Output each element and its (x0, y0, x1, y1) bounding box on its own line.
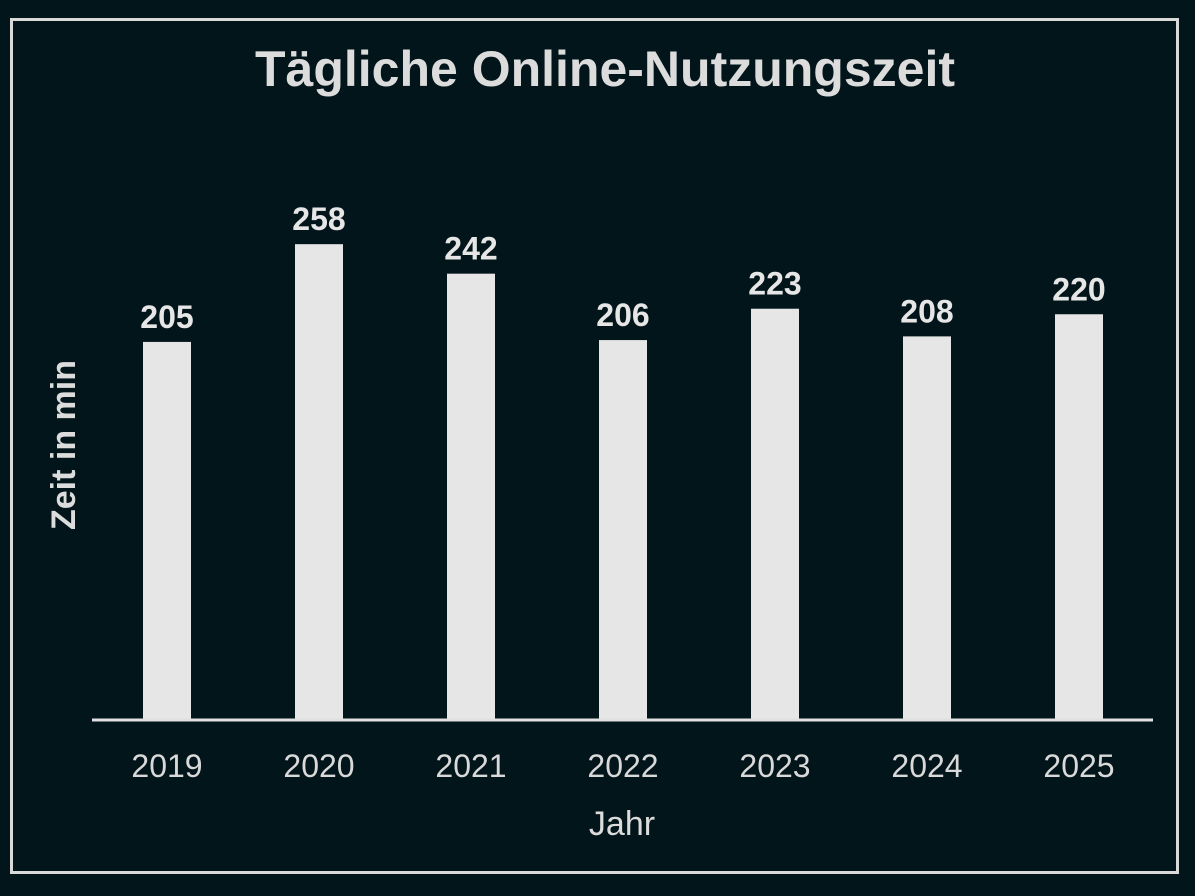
bar-2019 (143, 341, 191, 720)
bar-2020 (295, 244, 343, 720)
bar-2021 (447, 273, 495, 720)
value-label-2019: 205 (140, 299, 193, 335)
x-tick-label-2021: 2021 (435, 748, 506, 784)
value-label-2021: 242 (444, 231, 497, 267)
value-label-2025: 220 (1052, 271, 1105, 307)
x-tick-label-2025: 2025 (1043, 748, 1114, 784)
value-label-2022: 206 (596, 297, 649, 333)
y-axis-label: Zeit in min (45, 360, 83, 530)
bar-2025 (1055, 314, 1103, 720)
x-tick-label-2020: 2020 (283, 748, 354, 784)
bars-group (143, 244, 1103, 720)
bar-2022 (599, 340, 647, 720)
value-labels-group: 205 258 242 206 223 208 220 (140, 201, 1105, 335)
bar-2023 (751, 308, 799, 720)
chart-frame (10, 18, 1179, 874)
x-tick-label-2024: 2024 (891, 748, 962, 784)
value-label-2020: 258 (292, 201, 345, 237)
value-label-2023: 223 (748, 266, 801, 302)
x-tick-label-2023: 2023 (739, 748, 810, 784)
x-tick-label-2022: 2022 (587, 748, 658, 784)
chart-title: Tägliche Online-Nutzungszeit (255, 41, 955, 97)
x-tick-label-2019: 2019 (131, 748, 202, 784)
x-axis-label: Jahr (589, 805, 655, 843)
value-label-2024: 208 (900, 293, 953, 329)
bar-2024 (903, 336, 951, 720)
x-tick-labels-group: 2019 2020 2021 2022 2023 2024 2025 (131, 748, 1114, 784)
